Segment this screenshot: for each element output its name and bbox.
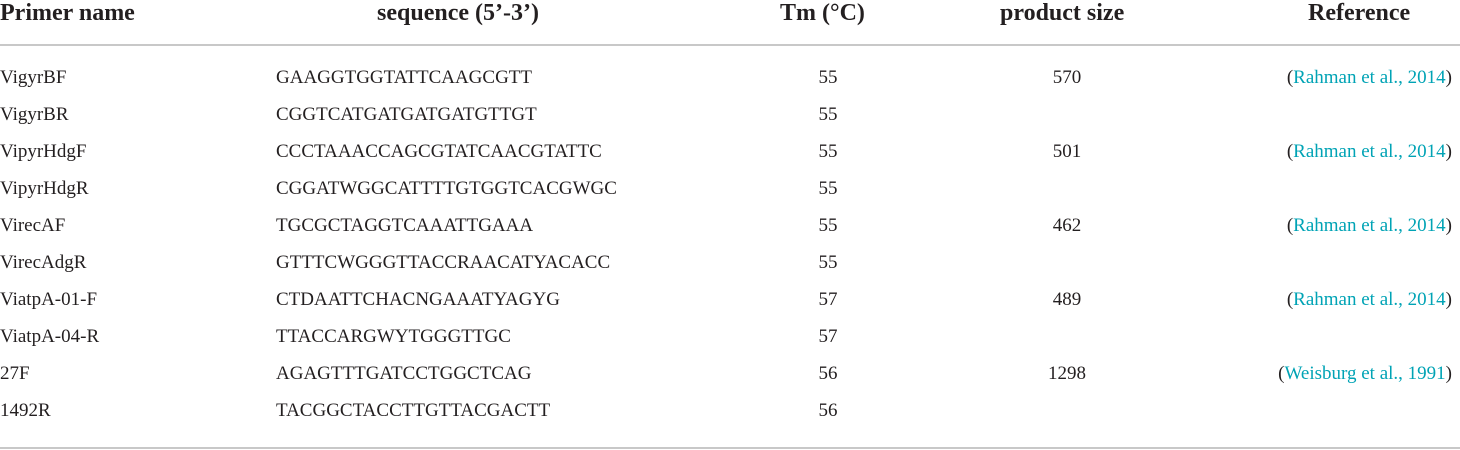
reference-link[interactable]: Rahman et al., 2014: [1293, 215, 1446, 236]
sequence-cell: TTACCARGWYTGGGTTGC: [276, 326, 511, 347]
reference-link[interactable]: Rahman et al., 2014: [1293, 67, 1446, 88]
product-size-cell: 462: [1052, 215, 1082, 236]
sequence-cell: CCCTAAACCAGCGTATCAACGTATTC: [276, 141, 602, 162]
product-size-cell: 1298: [1048, 363, 1086, 384]
primer-name-cell: VipyrHdgF: [0, 141, 87, 162]
reference-cell: (Weisburg et al., 1991): [1256, 355, 1452, 392]
tm-cell: 55: [818, 104, 838, 125]
sequence-cell: CTDAATTCHACNGAAATYAGYG: [276, 289, 560, 310]
table-row: VirecAF TGCGCTAGGTCAAATTGAAA 55 462 (Rahman …: [0, 207, 1460, 244]
product-size-cell: 501: [1052, 141, 1082, 162]
primer-name-cell: VirecAdgR: [0, 252, 87, 273]
header-sequence: sequence (5’-3’): [377, 0, 539, 26]
tm-cell: 55: [818, 252, 838, 273]
reference-close-paren: ): [1445, 67, 1452, 88]
sequence-cell: GAAGGTGGTATTCAAGCGTT: [276, 67, 533, 88]
table-row: 27F AGAGTTTGATCCTGGCTCAG 56 1298 (Weisburg e…: [0, 355, 1460, 392]
table-row: VirecAdgR GTTTCWGGGTTACCRAACATYACACC 55: [0, 244, 1460, 281]
bottom-rule: [0, 447, 1460, 449]
reference-cell: (Rahman et al., 2014): [1256, 59, 1452, 96]
reference-close-paren: ): [1445, 141, 1452, 162]
table-row: VigyrBF GAAGGTGGTATTCAAGCGTT 55 570 (Rahman …: [0, 59, 1460, 96]
sequence-cell: TACGGCTACCTTGTTACGACTT: [276, 400, 551, 421]
table-row: VigyrBR CGGTCATGATGATGATGTTGT 55: [0, 96, 1460, 133]
table-row: 1492R TACGGCTACCTTGTTACGACTT 56: [0, 392, 1460, 429]
primer-name-cell: 1492R: [0, 400, 51, 421]
header-primer-name: Primer name: [0, 0, 135, 26]
header-reference: Reference: [1308, 0, 1411, 26]
reference-close-paren: ): [1445, 289, 1452, 310]
reference-cell: (Rahman et al., 2014): [1256, 281, 1452, 318]
reference-cell: (Rahman et al., 2014): [1256, 207, 1452, 244]
tm-cell: 55: [818, 141, 838, 162]
primer-name-cell: VigyrBR: [0, 104, 69, 125]
product-size-cell: 489: [1052, 289, 1082, 310]
tm-cell: 56: [818, 363, 838, 384]
sequence-cell: GTTTCWGGGTTACCRAACATYACACC: [276, 252, 611, 273]
primer-name-cell: VipyrHdgR: [0, 178, 89, 199]
tm-cell: 57: [818, 326, 838, 347]
sequence-cell: CGGATWGGCATTTTGTGGTCACGWGC: [276, 178, 617, 199]
tm-cell: 55: [818, 178, 838, 199]
reference-link[interactable]: Rahman et al., 2014: [1293, 141, 1446, 162]
tm-cell: 56: [818, 400, 838, 421]
reference-open-paren: (: [1278, 363, 1285, 384]
sequence-cell: AGAGTTTGATCCTGGCTCAG: [276, 363, 532, 384]
tm-cell: 57: [818, 289, 838, 310]
reference-cell: (Rahman et al., 2014): [1256, 133, 1452, 170]
primer-name-cell: ViatpA-04-R: [0, 326, 100, 347]
table-row: VipyrHdgR CGGATWGGCATTTTGTGGTCACGWGC 55: [0, 170, 1460, 207]
sequence-cell: TGCGCTAGGTCAAATTGAAA: [276, 215, 534, 236]
primer-name-cell: 27F: [0, 363, 30, 384]
table-row: ViatpA-04-R TTACCARGWYTGGGTTGC 57: [0, 318, 1460, 355]
product-size-cell: 570: [1052, 67, 1082, 88]
header-rule: [0, 44, 1460, 46]
primer-name-cell: ViatpA-01-F: [0, 289, 98, 310]
table-row: ViatpA-01-F CTDAATTCHACNGAAATYAGYG 57 489 (R…: [0, 281, 1460, 318]
tm-cell: 55: [818, 67, 838, 88]
header-product-size: product size: [1000, 0, 1125, 26]
tm-cell: 55: [818, 215, 838, 236]
table-row: VipyrHdgF CCCTAAACCAGCGTATCAACGTATTC 55 501…: [0, 133, 1460, 170]
reference-link[interactable]: Rahman et al., 2014: [1293, 289, 1446, 310]
reference-close-paren: ): [1445, 363, 1452, 384]
sequence-cell: CGGTCATGATGATGATGTTGT: [276, 104, 537, 125]
reference-open-paren: (: [1286, 141, 1294, 162]
primer-name-cell: VirecAF: [0, 215, 66, 236]
reference-link[interactable]: Weisburg et al., 1991: [1284, 363, 1446, 384]
reference-open-paren: (: [1286, 67, 1294, 88]
header-tm: Tm (°C): [780, 0, 865, 26]
reference-open-paren: (: [1286, 215, 1294, 236]
reference-close-paren: ): [1445, 215, 1452, 236]
primer-name-cell: VigyrBF: [0, 67, 67, 88]
reference-open-paren: (: [1286, 289, 1294, 310]
